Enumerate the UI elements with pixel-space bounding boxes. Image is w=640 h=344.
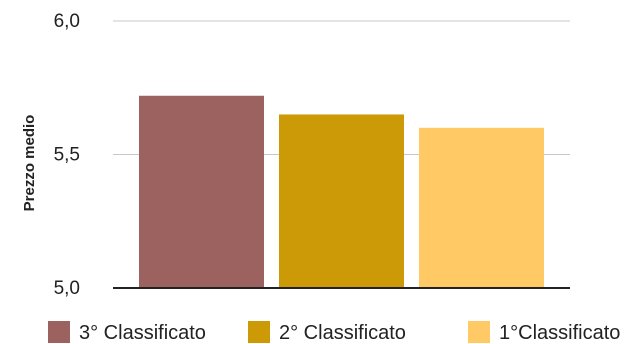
- legend-label: 3° Classificato: [79, 322, 206, 344]
- legend: 3° Classificato 2° Classificato 1°Classifi…: [48, 321, 620, 344]
- legend-swatch: [468, 321, 490, 343]
- legend-item: 1°Classificato: [468, 321, 620, 344]
- y-tick-label: 5,5: [54, 145, 80, 166]
- bar: [279, 114, 404, 288]
- y-axis-ticks: 5,0 5,5 6,0: [54, 11, 80, 299]
- legend-item: 2° Classificato: [248, 321, 406, 344]
- y-tick-label: 6,0: [54, 11, 80, 32]
- legend-label: 1°Classificato: [499, 322, 620, 344]
- bar: [419, 127, 544, 288]
- legend-label: 2° Classificato: [279, 322, 406, 344]
- y-tick-label: 5,0: [54, 278, 80, 299]
- legend-swatch: [248, 321, 270, 343]
- bars: [139, 95, 544, 288]
- legend-swatch: [48, 321, 70, 343]
- y-axis-label: Prezzo medio: [21, 115, 38, 212]
- legend-item: 3° Classificato: [48, 321, 206, 344]
- bar: [139, 95, 264, 288]
